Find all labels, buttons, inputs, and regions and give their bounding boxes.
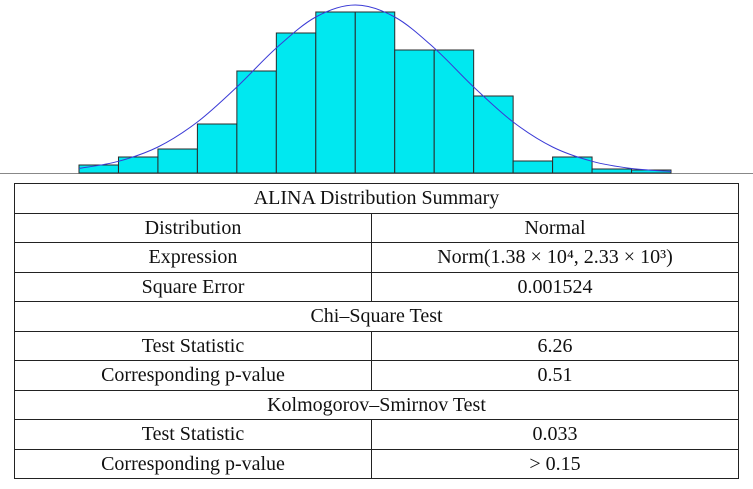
- section-row: Chi–Square Test: [14, 301, 739, 332]
- section-title: Kolmogorov–Smirnov Test: [14, 389, 739, 420]
- table-body: ALINA Distribution Summary Distribution N…: [14, 183, 739, 479]
- row-label: Corresponding p-value: [14, 360, 372, 391]
- row-value: 0.033: [371, 419, 739, 450]
- row-label: Distribution: [14, 212, 372, 243]
- bar: [552, 156, 593, 174]
- bar: [275, 32, 317, 174]
- histogram: [0, 4, 753, 174]
- bar: [315, 11, 356, 174]
- bar: [394, 49, 435, 174]
- section-title: Chi–Square Test: [14, 301, 739, 332]
- bar: [78, 164, 119, 174]
- table-title-row: ALINA Distribution Summary: [14, 183, 739, 214]
- table-title: ALINA Distribution Summary: [14, 183, 739, 214]
- row-value: 0.51: [371, 360, 739, 391]
- row-label: Test Statistic: [14, 419, 372, 450]
- row-label: Square Error: [14, 271, 372, 302]
- row-label: Corresponding p-value: [14, 448, 372, 479]
- table-row: Expression Norm(1.38 × 10⁴, 2.33 × 10³): [14, 242, 739, 273]
- bar: [433, 49, 475, 174]
- bar: [157, 148, 198, 174]
- bar: [591, 168, 633, 174]
- bar: [473, 95, 514, 174]
- summary-table: ALINA Distribution Summary Distribution N…: [14, 183, 739, 479]
- row-label: Test Statistic: [14, 330, 372, 361]
- table-row: Corresponding p-value > 0.15: [14, 448, 739, 479]
- row-value: 0.001524: [371, 271, 739, 302]
- table-row: Test Statistic 6.26: [14, 330, 739, 361]
- section-row: Kolmogorov–Smirnov Test: [14, 389, 739, 420]
- row-value: 6.26: [371, 330, 739, 361]
- bar: [196, 123, 238, 174]
- bar: [354, 11, 396, 174]
- table-row: Corresponding p-value 0.51: [14, 360, 739, 391]
- table-row: Square Error 0.001524: [14, 271, 739, 302]
- row-label: Expression: [14, 242, 372, 273]
- row-value: Normal: [371, 212, 739, 243]
- table-row: Distribution Normal: [14, 212, 739, 243]
- row-value: Norm(1.38 × 10⁴, 2.33 × 10³): [371, 242, 739, 273]
- fit-curve: [78, 4, 672, 172]
- row-value: > 0.15: [371, 448, 739, 479]
- table-row: Test Statistic 0.033: [14, 419, 739, 450]
- bar: [512, 160, 554, 174]
- bar: [236, 70, 277, 174]
